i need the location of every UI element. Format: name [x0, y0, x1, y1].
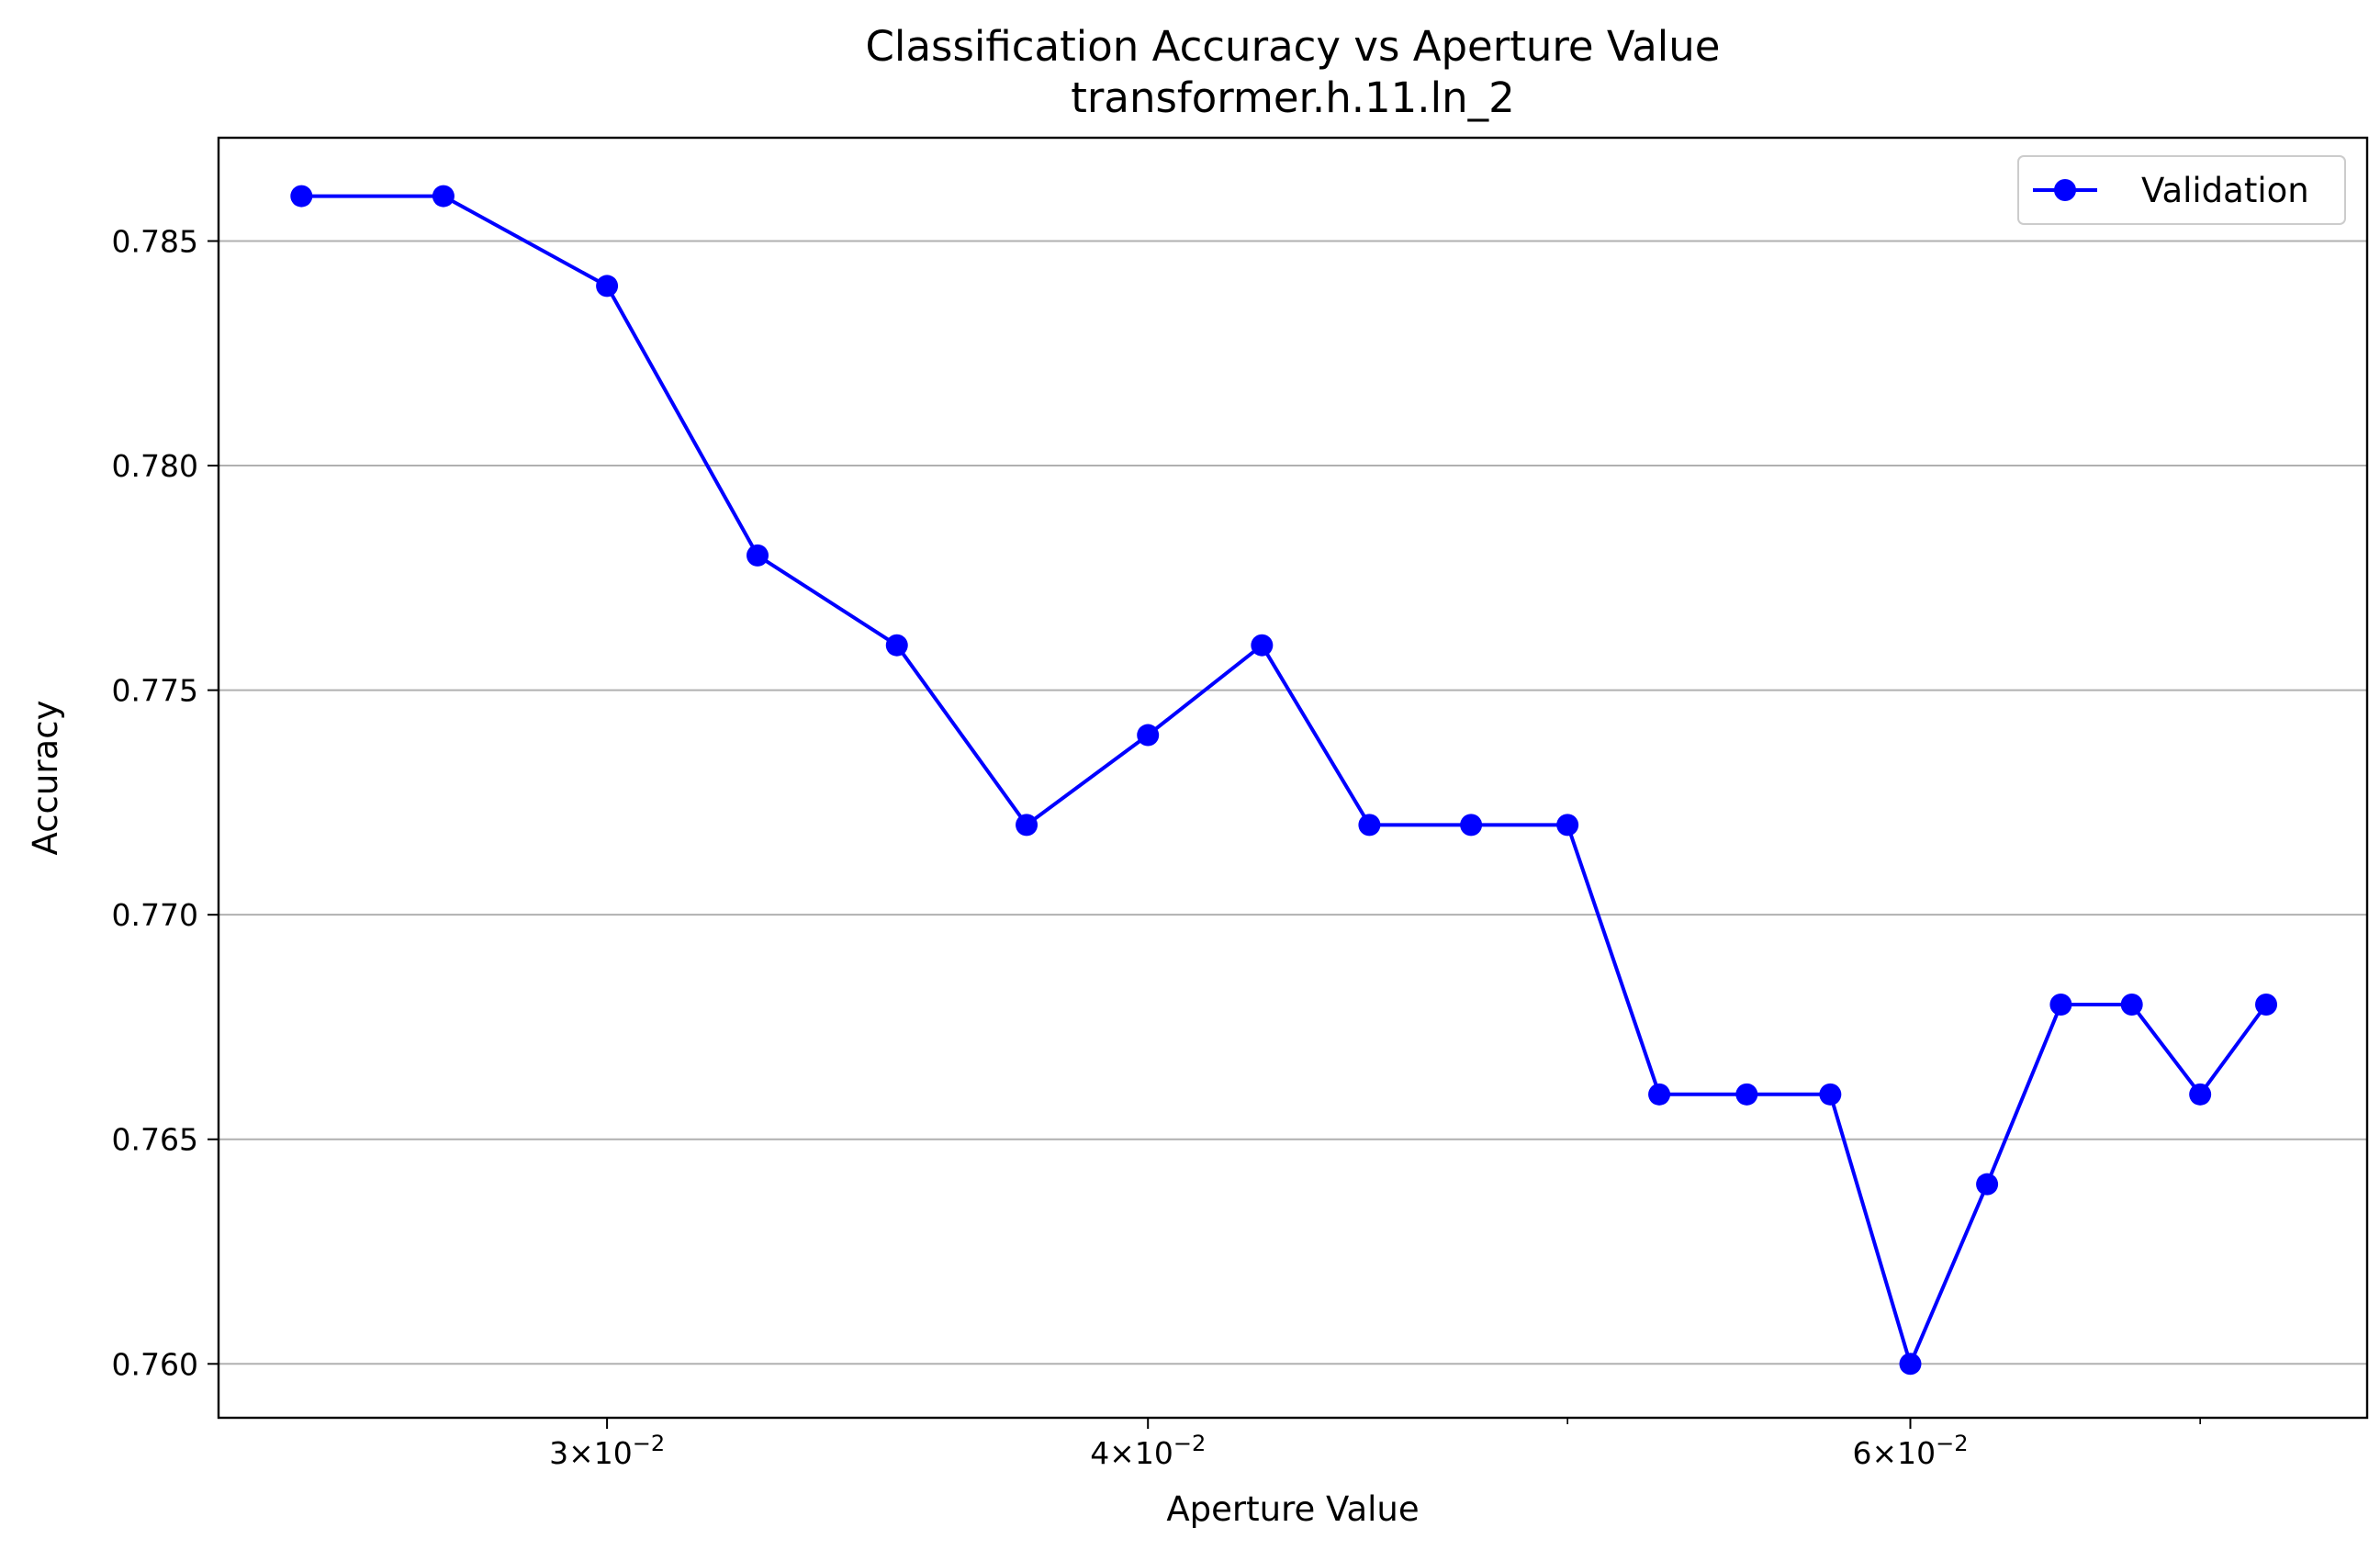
grid-lines — [219, 240, 2367, 1365]
data-point — [2120, 994, 2143, 1016]
data-point — [1016, 814, 1038, 837]
legend: Validation — [2017, 155, 2346, 225]
data-point — [1976, 1173, 1999, 1196]
data-point — [1556, 814, 1579, 837]
data-point — [885, 634, 908, 657]
data-point — [747, 544, 769, 567]
x-axis-ticks: 3×10−2 4×10−2 6×10−2 — [549, 1418, 2201, 1471]
legend-label-validation: Validation — [2141, 171, 2309, 210]
data-point — [2189, 1083, 2212, 1106]
data-point — [1735, 1083, 1758, 1106]
y-tick-label: 0.765 — [112, 1122, 198, 1158]
y-tick-label: 0.770 — [112, 897, 198, 933]
data-point — [2049, 994, 2072, 1016]
chart-subtitle: transformer.h.11.ln_2 — [1071, 73, 1515, 122]
plot-frame — [217, 136, 2369, 1420]
data-point — [1648, 1083, 1671, 1106]
series-validation — [290, 185, 2278, 1376]
legend-box — [2017, 155, 2346, 225]
y-tick-label: 0.780 — [112, 448, 198, 484]
data-point — [1358, 814, 1381, 837]
x-tick-label: 3×10−2 — [549, 1431, 665, 1471]
data-point — [290, 185, 313, 208]
series-line — [301, 194, 2268, 1366]
y-tick-label: 0.760 — [112, 1346, 198, 1382]
data-point — [1819, 1083, 1842, 1106]
data-point — [1251, 634, 1274, 657]
x-tick-label: 4×10−2 — [1090, 1431, 1206, 1471]
data-point — [596, 275, 619, 298]
data-point — [1137, 724, 1160, 747]
data-point — [1460, 814, 1483, 837]
x-axis-label: Aperture Value — [1166, 1489, 1419, 1529]
data-point — [2255, 994, 2278, 1016]
y-axis-ticks: 0.760 0.765 0.770 0.775 0.780 0.785 — [112, 223, 219, 1382]
y-tick-label: 0.785 — [112, 223, 198, 259]
data-point — [432, 185, 455, 208]
y-tick-label: 0.775 — [112, 673, 198, 709]
legend-marker-sample — [2054, 179, 2076, 201]
chart-title: Classification Accuracy vs Aperture Valu… — [866, 22, 1721, 71]
data-point — [1899, 1353, 1922, 1376]
y-axis-label: Accuracy — [26, 701, 65, 856]
x-tick-label: 6×10−2 — [1852, 1431, 1968, 1471]
